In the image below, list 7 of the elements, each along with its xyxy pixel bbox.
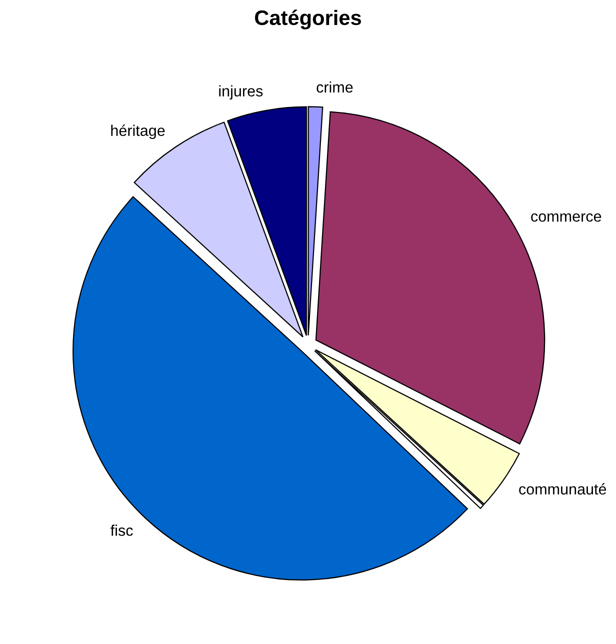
slice-label: fisc [110, 524, 133, 536]
slice-label: héritage [111, 124, 165, 140]
slice-label: crime [316, 81, 353, 93]
slice-label: communauté [519, 483, 606, 495]
slice-label: injures [219, 85, 263, 100]
chart-title: Catégories [255, 10, 361, 30]
slice-label: commerce [531, 213, 602, 222]
